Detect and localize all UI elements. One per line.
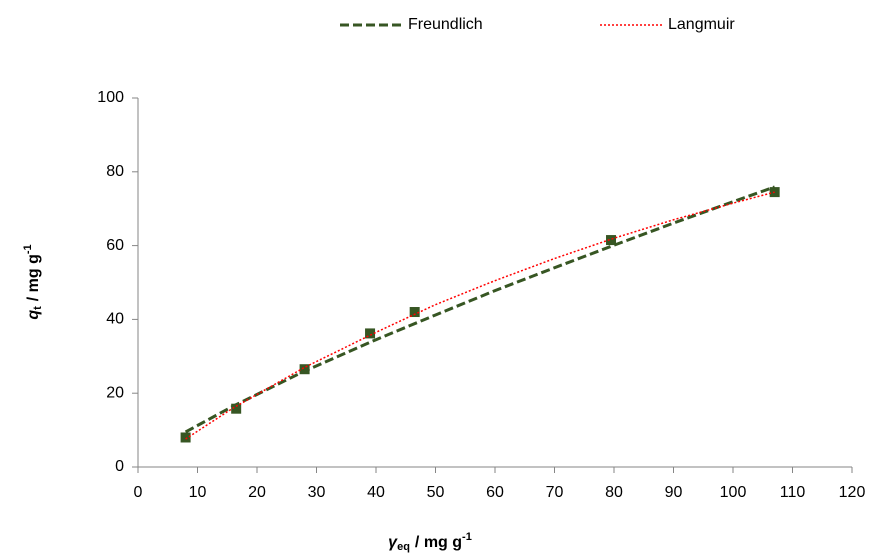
x-tick-label: 20 bbox=[248, 484, 266, 501]
legend-label: Langmuir bbox=[668, 16, 735, 33]
y-label-symbol: q bbox=[25, 310, 42, 320]
data-point bbox=[299, 364, 310, 375]
legend-label: Freundlich bbox=[408, 16, 483, 33]
y-axis-label: qt / mg g-1 bbox=[22, 244, 44, 319]
x-tick-label: 100 bbox=[720, 484, 747, 501]
x-axis-label: γeq / mg g-1 bbox=[388, 531, 472, 553]
x-tick-label: 0 bbox=[134, 484, 143, 501]
x-label-subscript: eq bbox=[397, 541, 410, 553]
x-tick-label: 80 bbox=[605, 484, 623, 501]
x-label-unit: / mg g bbox=[415, 534, 462, 551]
x-tick-label: 120 bbox=[839, 484, 866, 501]
data-point bbox=[409, 307, 420, 318]
x-label-superscript: -1 bbox=[462, 531, 472, 543]
data-point bbox=[365, 328, 376, 339]
x-tick-label: 30 bbox=[308, 484, 326, 501]
y-tick-label: 0 bbox=[115, 458, 124, 475]
data-point bbox=[606, 235, 617, 246]
y-tick-label: 60 bbox=[106, 237, 124, 254]
x-label-symbol: γ bbox=[388, 534, 398, 551]
y-tick-label: 20 bbox=[106, 384, 124, 401]
fit-line bbox=[184, 185, 776, 434]
x-tick-label: 50 bbox=[427, 484, 445, 501]
x-tick-label: 110 bbox=[780, 484, 806, 501]
fit-line bbox=[185, 191, 775, 440]
data-point bbox=[231, 403, 242, 414]
y-tick-label: 100 bbox=[97, 89, 124, 106]
x-tick-label: 70 bbox=[546, 484, 564, 501]
x-tick-label: 10 bbox=[189, 484, 207, 501]
y-tick-label: 40 bbox=[106, 311, 124, 328]
x-tick-label: 60 bbox=[486, 484, 504, 501]
data-point bbox=[180, 432, 191, 443]
y-label-superscript: -1 bbox=[22, 244, 34, 254]
y-label-subscript: t bbox=[32, 306, 44, 310]
y-label-unit: / mg g bbox=[25, 254, 42, 301]
x-tick-label: 90 bbox=[665, 484, 683, 501]
y-tick-label: 80 bbox=[106, 163, 124, 180]
x-tick-label: 40 bbox=[367, 484, 385, 501]
